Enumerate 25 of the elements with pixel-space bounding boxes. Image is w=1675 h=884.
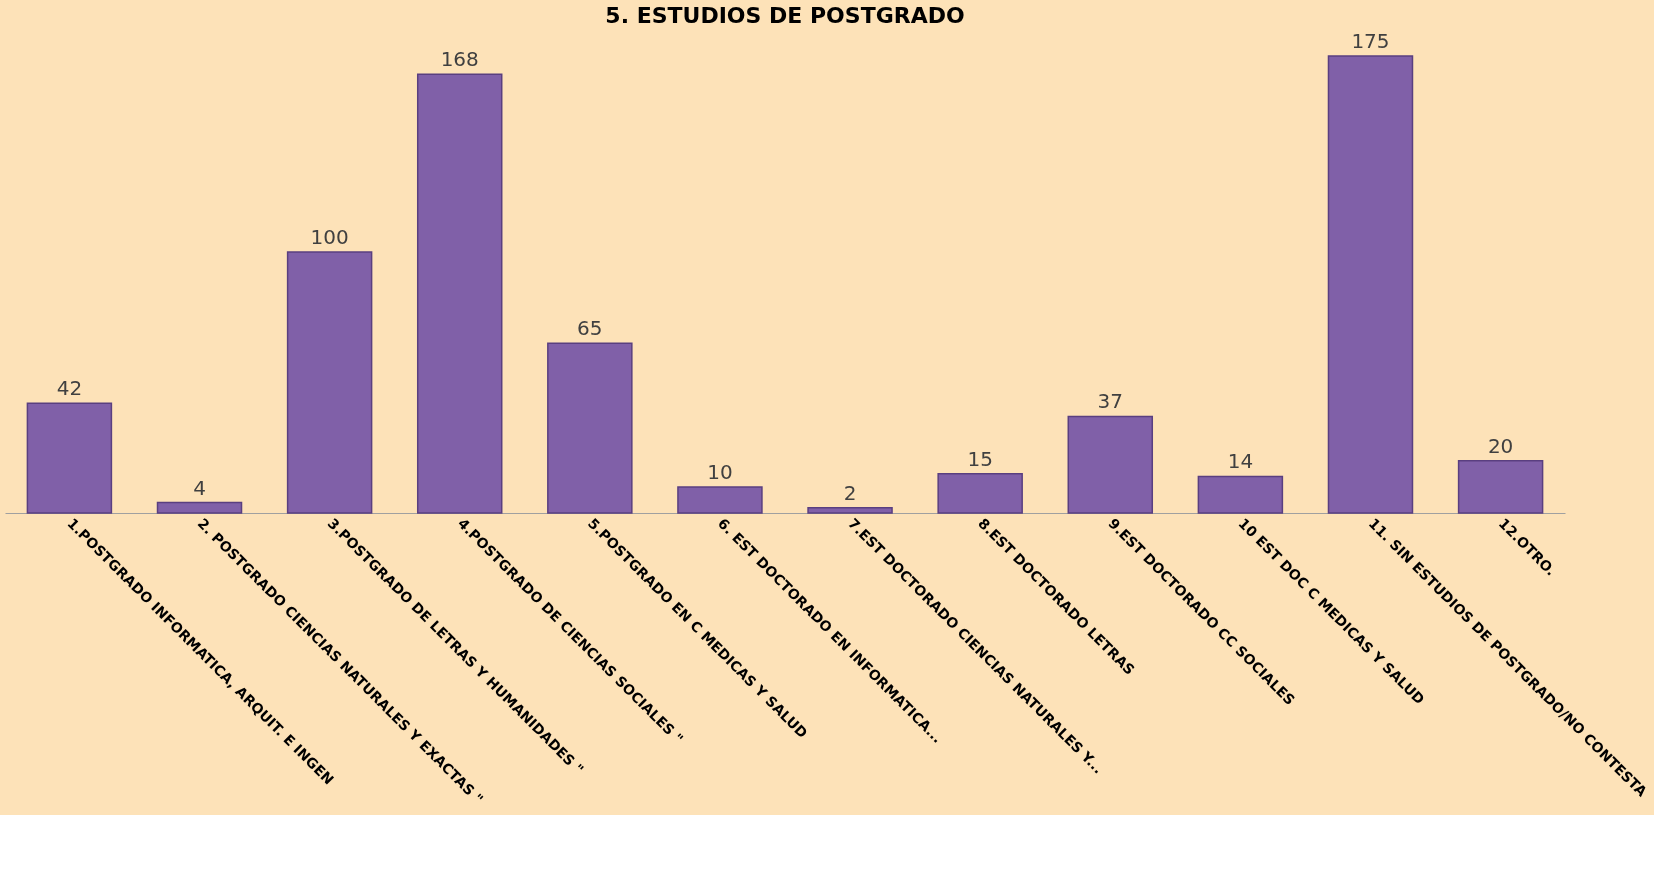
bar [1197, 475, 1284, 514]
bar [677, 486, 763, 514]
bar [416, 73, 503, 514]
data-label: 10 [707, 459, 733, 484]
bar [26, 402, 113, 514]
bar [156, 501, 243, 514]
bar [547, 342, 633, 514]
data-label: 15 [967, 446, 993, 471]
chart-title: 5. ESTUDIOS DE POSTGRADO [605, 3, 965, 29]
data-label: 175 [1351, 29, 1390, 54]
bar [286, 251, 373, 514]
bar [1327, 55, 1414, 514]
bar [1067, 415, 1154, 514]
data-label: 2 [843, 480, 857, 505]
data-label: 37 [1097, 389, 1123, 414]
data-label: 168 [440, 47, 479, 72]
data-label: 14 [1227, 449, 1254, 474]
bar [807, 507, 893, 514]
data-label: 65 [577, 316, 603, 341]
data-label: 4 [193, 475, 206, 500]
data-label: 20 [1487, 433, 1514, 458]
data-label: 100 [310, 224, 349, 249]
bar [937, 473, 1023, 514]
bar [1457, 460, 1544, 514]
data-label: 42 [56, 376, 83, 401]
